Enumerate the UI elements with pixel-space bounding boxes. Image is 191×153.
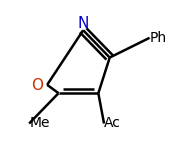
- Text: N: N: [78, 16, 89, 31]
- Text: Ph: Ph: [150, 31, 167, 45]
- Text: Me: Me: [29, 116, 50, 131]
- Text: O: O: [31, 78, 43, 93]
- Text: Ac: Ac: [104, 116, 121, 131]
